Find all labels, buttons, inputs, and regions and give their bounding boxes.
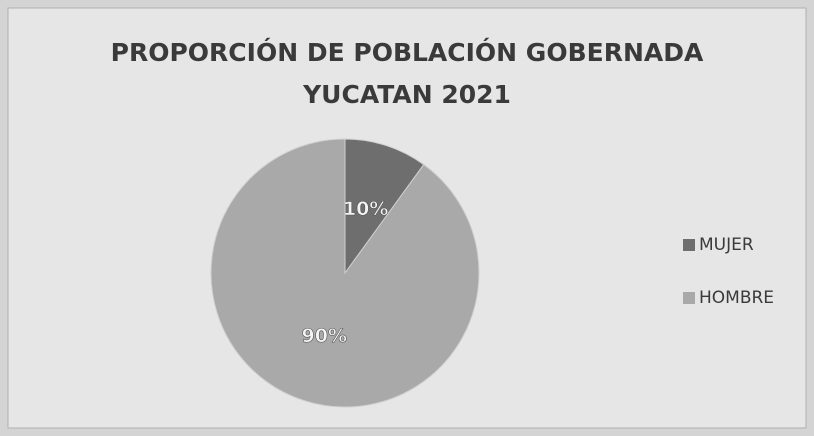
chart-title: PROPORCIÓN DE POBLACIÓN GOBERNADA: [111, 37, 704, 67]
data-label: 10%: [343, 198, 388, 220]
data-label: 90%: [302, 325, 347, 347]
legend-swatch: [683, 292, 695, 304]
legend-label: MUJER: [699, 235, 754, 255]
chart-title: YUCATAN 2021: [302, 80, 511, 109]
pie-slice: [210, 138, 480, 408]
legend-swatch: [683, 239, 695, 251]
pie-slice: [344, 138, 425, 275]
legend-label: HOMBRE: [699, 288, 774, 308]
